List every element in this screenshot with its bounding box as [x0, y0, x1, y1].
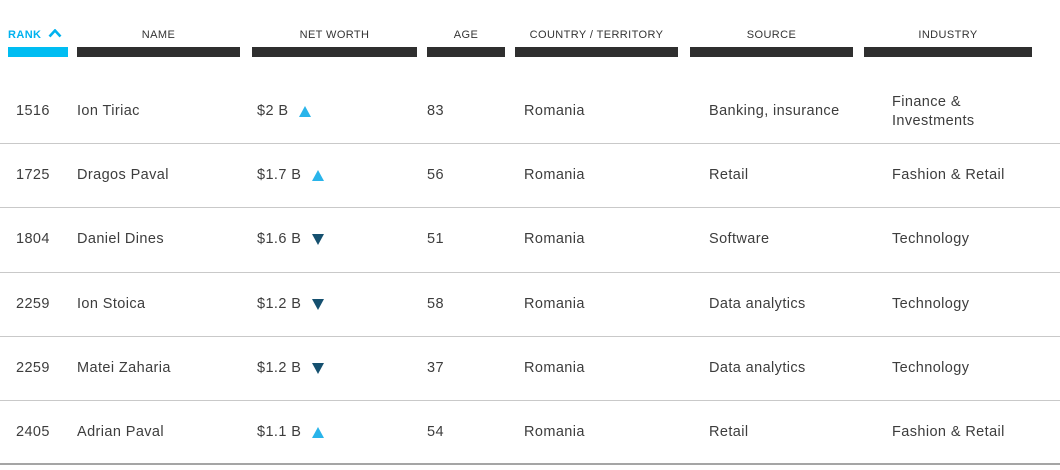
net-worth-value: $1.6 B: [257, 231, 302, 248]
industry-cell: Finance & Investments: [864, 93, 1060, 131]
age-cell: 83: [427, 103, 444, 120]
rank-cell: 1516: [16, 103, 50, 120]
rank-cell: 1804: [16, 231, 50, 248]
source-cell: Software: [709, 231, 770, 248]
name-cell: Matei Zaharia: [77, 359, 171, 376]
industry-value: Fashion & Retail: [892, 423, 1005, 440]
net-worth-cell: $1.6 B: [252, 230, 427, 249]
column-underline-bar-name: [77, 47, 240, 57]
age-cell: 56: [427, 167, 444, 184]
table-row[interactable]: 1804 Daniel Dines $1.6 B 51 Romania Soft…: [0, 208, 1060, 273]
industry-value: Technology: [892, 359, 970, 376]
country-cell: Romania: [524, 103, 585, 120]
column-header-net-worth-label: NET WORTH: [299, 29, 370, 41]
net-worth-cell: $1.7 B: [252, 166, 427, 185]
table-row[interactable]: 1725 Dragos Paval $1.7 B 56 Romania Reta…: [0, 144, 1060, 209]
column-header-name[interactable]: NAME: [77, 27, 252, 57]
industry-cell: Fashion & Retail: [864, 166, 1060, 185]
name-cell: Ion Tiriac: [77, 103, 140, 120]
net-worth-cell: $1.1 B: [252, 423, 427, 442]
table-row[interactable]: 2405 Adrian Paval $1.1 B 54 Romania Reta…: [0, 400, 1060, 466]
name-cell: Adrian Paval: [77, 423, 165, 440]
age-cell: 58: [427, 295, 444, 312]
column-header-country-label: COUNTRY / TERRITORY: [529, 29, 664, 41]
source-cell: Retail: [709, 167, 749, 184]
trend-arrow-icon: [299, 106, 312, 118]
net-worth-cell: $1.2 B: [252, 295, 427, 314]
trend-arrow-icon: [312, 234, 325, 246]
rank-cell: 2405: [16, 423, 50, 440]
industry-value: Finance & Investments: [892, 93, 975, 129]
net-worth-value: $1.2 B: [257, 359, 302, 376]
name-cell: Ion Stoica: [77, 295, 146, 312]
industry-cell: Technology: [864, 295, 1060, 314]
net-worth-value: $1.2 B: [257, 295, 302, 312]
industry-value: Fashion & Retail: [892, 167, 1005, 184]
table-header-row: RANK NAME NET WORTH AGE COUNTRY / TERRIT…: [0, 0, 1060, 57]
column-header-age-label: AGE: [453, 29, 479, 41]
table-body: 1516 Ion Tiriac $2 B 83 Romania Banking,…: [0, 80, 1060, 466]
country-cell: Romania: [524, 423, 585, 440]
column-underline-bar-rank: [8, 47, 68, 57]
industry-cell: Technology: [864, 230, 1060, 249]
table-row[interactable]: 1516 Ion Tiriac $2 B 83 Romania Banking,…: [0, 80, 1060, 145]
column-header-rank-label: RANK: [8, 29, 42, 41]
trend-arrow-icon: [312, 298, 325, 310]
industry-value: Technology: [892, 295, 970, 312]
column-underline-bar-industry: [864, 47, 1032, 57]
country-cell: Romania: [524, 167, 585, 184]
net-worth-cell: $2 B: [252, 102, 427, 121]
column-header-country[interactable]: COUNTRY / TERRITORY: [515, 27, 690, 57]
column-header-industry[interactable]: INDUSTRY: [864, 27, 1060, 57]
net-worth-value: $2 B: [257, 103, 289, 120]
name-cell: Dragos Paval: [77, 167, 169, 184]
table-row[interactable]: 2259 Matei Zaharia $1.2 B 37 Romania Dat…: [0, 336, 1060, 401]
column-header-industry-label: INDUSTRY: [918, 29, 978, 41]
source-cell: Data analytics: [709, 295, 806, 312]
column-header-source-label: SOURCE: [746, 29, 797, 41]
net-worth-cell: $1.2 B: [252, 359, 427, 378]
country-cell: Romania: [524, 295, 585, 312]
country-cell: Romania: [524, 359, 585, 376]
country-cell: Romania: [524, 231, 585, 248]
column-underline-bar-net-worth: [252, 47, 417, 57]
column-header-rank[interactable]: RANK: [0, 27, 77, 57]
column-underline-bar-country: [515, 47, 678, 57]
age-cell: 37: [427, 359, 444, 376]
net-worth-value: $1.1 B: [257, 423, 302, 440]
name-cell: Daniel Dines: [77, 231, 165, 248]
table-row[interactable]: 2259 Ion Stoica $1.2 B 58 Romania Data a…: [0, 272, 1060, 337]
rank-cell: 1725: [16, 167, 50, 184]
age-cell: 54: [427, 423, 444, 440]
column-underline-bar-age: [427, 47, 505, 57]
column-header-age[interactable]: AGE: [427, 27, 515, 57]
rank-cell: 2259: [16, 295, 50, 312]
age-cell: 51: [427, 231, 444, 248]
industry-cell: Fashion & Retail: [864, 423, 1060, 442]
column-underline-bar-source: [690, 47, 853, 57]
industry-value: Technology: [892, 231, 970, 248]
column-header-source[interactable]: SOURCE: [690, 27, 864, 57]
sort-ascending-icon: [48, 28, 62, 41]
net-worth-value: $1.7 B: [257, 167, 302, 184]
trend-arrow-icon: [312, 426, 325, 438]
source-cell: Retail: [709, 423, 749, 440]
source-cell: Banking, insurance: [709, 103, 840, 120]
trend-arrow-icon: [312, 170, 325, 182]
industry-cell: Technology: [864, 359, 1060, 378]
column-header-name-label: NAME: [141, 29, 176, 41]
rank-cell: 2259: [16, 359, 50, 376]
column-header-net-worth[interactable]: NET WORTH: [252, 27, 427, 57]
source-cell: Data analytics: [709, 359, 806, 376]
trend-arrow-icon: [312, 362, 325, 374]
